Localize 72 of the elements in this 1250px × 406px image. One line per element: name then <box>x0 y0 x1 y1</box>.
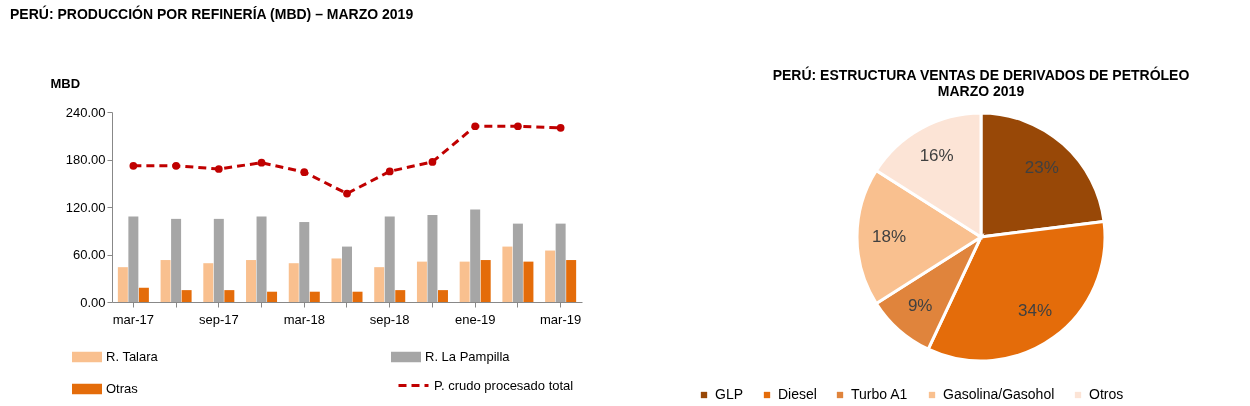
legend-label: Turbo A1 <box>851 386 908 402</box>
bar <box>171 218 182 302</box>
x-tick-label: mar-18 <box>283 311 325 327</box>
bar <box>480 260 491 302</box>
bar <box>470 209 481 302</box>
y-tick-label: 120.00 <box>65 199 106 215</box>
point <box>428 158 437 166</box>
data-label: 16% <box>919 146 954 166</box>
bar <box>160 260 171 302</box>
bar <box>502 246 513 302</box>
point <box>214 165 223 173</box>
data-label: 18% <box>871 227 907 246</box>
x-tick-label: ene-19 <box>454 311 496 327</box>
point <box>257 158 266 167</box>
bar <box>342 246 352 302</box>
bar <box>309 291 320 302</box>
x-tick-label: sep-18 <box>369 311 410 327</box>
legend-label: Gasolina/Gasohol <box>943 386 1055 402</box>
x-tick-label: sep-17 <box>198 311 239 327</box>
y-axis-title: MBD <box>50 75 81 91</box>
bar <box>566 260 577 302</box>
point <box>172 161 180 170</box>
bar <box>203 263 214 302</box>
bar <box>427 214 438 302</box>
legend-label: R. La Pampilla <box>425 349 511 364</box>
bar <box>459 261 470 302</box>
y-tick-label: 180.00 <box>65 152 106 167</box>
point <box>129 161 138 170</box>
x-tick-label: mar-17 <box>112 311 154 327</box>
legend-label: Diesel <box>778 386 817 402</box>
y-tick-label: 0.00 <box>80 294 106 310</box>
bar <box>138 287 149 302</box>
data-label: 23% <box>1024 157 1059 177</box>
point <box>385 167 394 176</box>
legend-label: P. crudo procesado total <box>434 377 574 393</box>
bar <box>512 223 523 302</box>
bar <box>352 291 363 302</box>
chart-title: PERÚ: ESTRUCTURA VENTAS DE DERIVADOS DE PETRÓLEO MARZO 2019 <box>772 66 1190 99</box>
bar <box>555 223 566 302</box>
bar <box>246 260 257 302</box>
legend-label: Otros <box>1089 386 1124 402</box>
chart-title: PERÚ: PRODUCCIÓN POR REFINERÍA (MBD) – MARZO 2019 <box>10 5 414 22</box>
data-label: 9% <box>907 296 933 316</box>
bar <box>331 258 342 302</box>
point <box>343 189 351 198</box>
y-tick-label: 60.00 <box>72 247 106 262</box>
bar <box>299 222 310 302</box>
x-tick-label: mar-19 <box>540 311 582 327</box>
legend-label: GLP <box>715 386 744 402</box>
point <box>514 122 522 131</box>
y-tick-label: 240.00 <box>65 104 106 120</box>
bar <box>181 290 192 302</box>
legend-label: Otras <box>106 381 139 396</box>
bar <box>545 250 556 302</box>
bar <box>117 267 128 302</box>
point <box>556 123 565 132</box>
bar <box>256 216 267 302</box>
bar <box>416 261 427 302</box>
bar <box>288 263 299 302</box>
point <box>471 122 480 131</box>
bar <box>128 216 139 302</box>
legend-label: R. Talara <box>106 349 159 364</box>
bar <box>267 291 278 302</box>
data-label: 34% <box>1018 301 1053 321</box>
bar <box>395 290 406 302</box>
bar <box>374 267 385 302</box>
bar <box>523 261 534 302</box>
bar <box>384 216 395 302</box>
bar <box>224 290 235 302</box>
point <box>300 168 309 177</box>
bar <box>213 218 224 302</box>
bar <box>437 290 448 302</box>
